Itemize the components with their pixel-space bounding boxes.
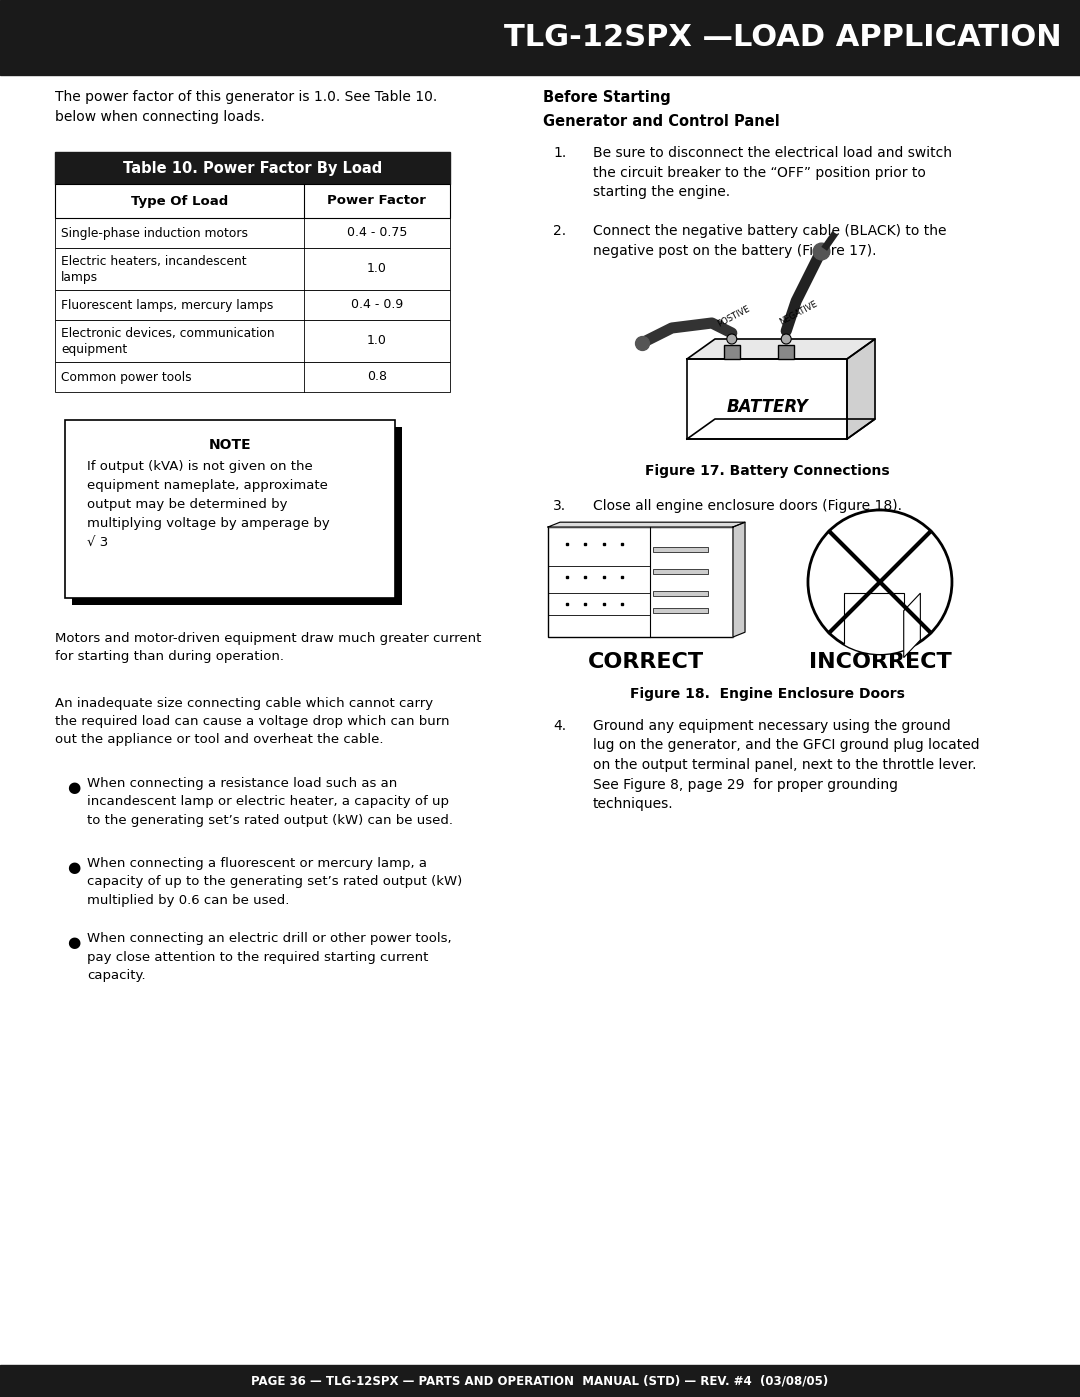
Bar: [55, 152, 450, 184]
Text: BATTERY: BATTERY: [726, 398, 808, 416]
Text: An inadequate size connecting cable which cannot carry
the required load can cau: An inadequate size connecting cable whic…: [55, 697, 449, 746]
Polygon shape: [733, 522, 745, 637]
Text: 2.: 2.: [553, 224, 566, 237]
Text: Table 10. Power Factor By Load: Table 10. Power Factor By Load: [123, 161, 382, 176]
Bar: [0, 0, 1080, 75]
Text: ●: ●: [67, 861, 80, 875]
Text: INCORRECT: INCORRECT: [809, 652, 951, 672]
Text: ●: ●: [67, 935, 80, 950]
Bar: [55, 184, 450, 218]
Text: Motors and motor-driven equipment draw much greater current
for starting than du: Motors and motor-driven equipment draw m…: [55, 631, 482, 664]
Text: NOTE: NOTE: [208, 439, 252, 453]
Text: Type Of Load: Type Of Load: [131, 194, 228, 208]
Text: When connecting a resistance load such as an
incandescent lamp or electric heate: When connecting a resistance load such a…: [87, 777, 453, 827]
Text: Close all engine enclosure doors (Figure 18).: Close all engine enclosure doors (Figure…: [593, 499, 902, 513]
Text: ●: ●: [67, 780, 80, 795]
Polygon shape: [847, 339, 875, 439]
Bar: [65, 420, 395, 598]
Text: Figure 18.  Engine Enclosure Doors: Figure 18. Engine Enclosure Doors: [630, 687, 904, 701]
Text: The power factor of this generator is 1.0. See Table 10.
below when connecting l: The power factor of this generator is 1.…: [55, 89, 437, 123]
Polygon shape: [904, 594, 920, 658]
Bar: [652, 591, 708, 597]
Text: PAGE 36 — TLG-12SPX — PARTS AND OPERATION  MANUAL (STD) — REV. #4  (03/08/05): PAGE 36 — TLG-12SPX — PARTS AND OPERATIO…: [252, 1375, 828, 1387]
Bar: [548, 527, 733, 637]
Text: 0.8: 0.8: [367, 370, 387, 384]
Text: TLG-12SPX —LOAD APPLICATION: TLG-12SPX —LOAD APPLICATION: [504, 24, 1062, 53]
Text: NEGATIVE: NEGATIVE: [778, 299, 819, 327]
Text: Be sure to disconnect the electrical load and switch
the circuit breaker to the : Be sure to disconnect the electrical loa…: [593, 147, 951, 198]
Text: Electric heaters, incandescent
lamps: Electric heaters, incandescent lamps: [60, 254, 246, 284]
Bar: [652, 548, 708, 552]
Text: 0.4 - 0.9: 0.4 - 0.9: [351, 299, 403, 312]
Text: Connect the negative battery cable (BLACK) to the
negative post on the battery (: Connect the negative battery cable (BLAC…: [593, 224, 946, 257]
Text: Electronic devices, communication
equipment: Electronic devices, communication equipm…: [60, 327, 274, 355]
Text: 1.: 1.: [553, 147, 566, 161]
Bar: [55, 291, 450, 320]
Text: Figure 17. Battery Connections: Figure 17. Battery Connections: [645, 464, 889, 478]
Text: 1.0: 1.0: [367, 263, 387, 275]
Bar: [55, 218, 450, 249]
Text: Before Starting: Before Starting: [543, 89, 671, 105]
Text: 3.: 3.: [553, 499, 566, 513]
Bar: [779, 345, 794, 359]
Text: 0.4 - 0.75: 0.4 - 0.75: [347, 226, 407, 239]
Text: Generator and Control Panel: Generator and Control Panel: [543, 115, 780, 129]
Text: 1.0: 1.0: [367, 334, 387, 348]
Bar: [724, 345, 740, 359]
Polygon shape: [687, 419, 875, 439]
Text: Common power tools: Common power tools: [60, 370, 191, 384]
Bar: [0, 1365, 1080, 1397]
Text: CORRECT: CORRECT: [588, 652, 703, 672]
Polygon shape: [687, 339, 875, 359]
Text: 4.: 4.: [553, 719, 566, 733]
Bar: [72, 427, 402, 605]
Text: If output (kVA) is not given on the
equipment nameplate, approximate
output may : If output (kVA) is not given on the equi…: [87, 460, 329, 549]
Text: Fluorescent lamps, mercury lamps: Fluorescent lamps, mercury lamps: [60, 299, 273, 312]
Text: POSTIVE: POSTIVE: [716, 305, 752, 330]
Circle shape: [727, 334, 737, 344]
Bar: [652, 608, 708, 612]
Circle shape: [808, 510, 951, 654]
Bar: [652, 569, 708, 574]
Text: Power Factor: Power Factor: [327, 194, 427, 208]
Bar: [55, 320, 450, 362]
Bar: [55, 362, 450, 393]
Text: When connecting a fluorescent or mercury lamp, a
capacity of up to the generatin: When connecting a fluorescent or mercury…: [87, 856, 462, 907]
Text: Single-phase induction motors: Single-phase induction motors: [60, 226, 248, 239]
Text: Ground any equipment necessary using the ground
lug on the generator, and the GF: Ground any equipment necessary using the…: [593, 719, 980, 812]
Circle shape: [781, 334, 792, 344]
Text: When connecting an electric drill or other power tools,
pay close attention to t: When connecting an electric drill or oth…: [87, 932, 451, 982]
Polygon shape: [548, 522, 745, 527]
Bar: [55, 249, 450, 291]
Bar: [845, 592, 904, 658]
Polygon shape: [687, 359, 847, 439]
